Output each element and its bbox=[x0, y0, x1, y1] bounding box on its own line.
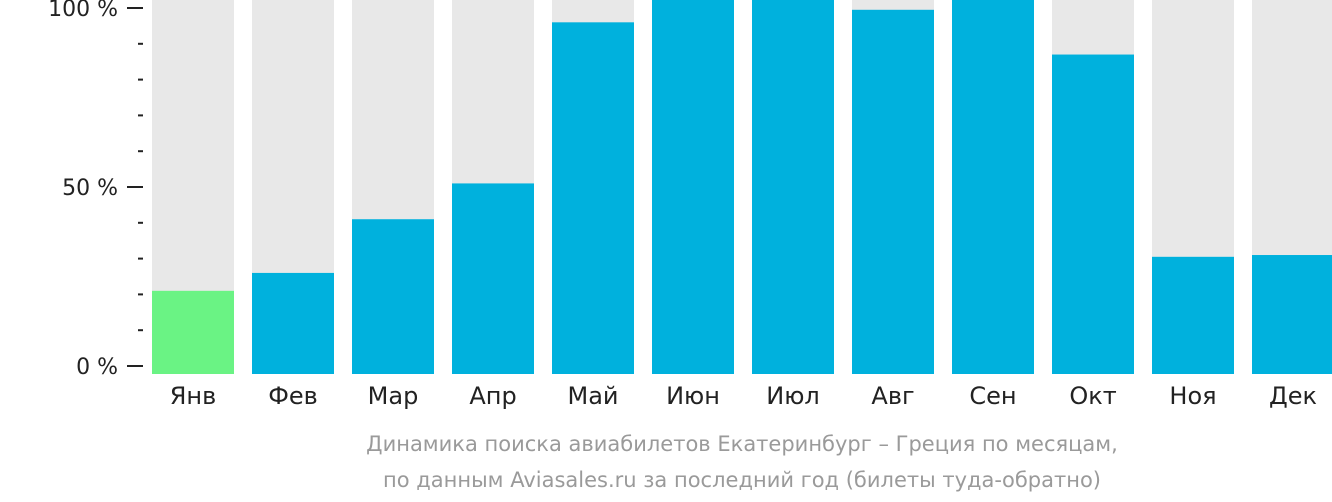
x-axis-labels: Янв Фев Мар Апр Май Июн Июл Авг Сен Окт Ноя Дек bbox=[170, 382, 1317, 410]
bar-chart: 0 % 50 % 100 % Янв Фев Мар Апр Май Июн Июл Авг Сен… bbox=[48, 0, 1332, 410]
bar-Дек bbox=[1252, 255, 1332, 374]
x-tick-label: Авг bbox=[871, 382, 914, 410]
y-tick-label: 50 % bbox=[62, 176, 118, 201]
x-tick-label: Ноя bbox=[1169, 382, 1216, 410]
bar-Авг bbox=[852, 9, 934, 374]
bars bbox=[152, 0, 1332, 374]
bar-Янв bbox=[152, 290, 234, 374]
bar-Июн bbox=[652, 0, 734, 374]
bar-Апр bbox=[452, 183, 534, 374]
bar-Июл bbox=[752, 0, 834, 374]
x-tick-label: Янв bbox=[170, 382, 217, 410]
x-tick-label: Июл bbox=[766, 382, 820, 410]
chart-caption-line-1: Динамика поиска авиабилетов Екатеринбург… bbox=[366, 432, 1118, 456]
chart-caption-line-2: по данным Aviasales.ru за последний год … bbox=[383, 468, 1101, 492]
x-tick-label: Июн bbox=[666, 382, 720, 410]
x-tick-label: Май bbox=[567, 382, 618, 410]
bar-Май bbox=[552, 22, 634, 374]
y-tick-label: 0 % bbox=[76, 355, 118, 380]
x-tick-label: Дек bbox=[1269, 382, 1317, 410]
bar-Сен bbox=[952, 0, 1034, 374]
x-tick-label: Фев bbox=[268, 382, 318, 410]
y-tick-label: 100 % bbox=[48, 0, 118, 22]
y-axis: 0 % 50 % 100 % bbox=[48, 0, 143, 380]
x-tick-label: Сен bbox=[969, 382, 1016, 410]
x-tick-label: Окт bbox=[1069, 382, 1116, 410]
bar-Окт bbox=[1052, 54, 1134, 374]
bar-Фев bbox=[252, 272, 334, 374]
bar-Ноя bbox=[1152, 256, 1234, 374]
bar-Мар bbox=[352, 219, 434, 374]
x-tick-label: Мар bbox=[368, 382, 419, 410]
x-tick-label: Апр bbox=[469, 382, 516, 410]
